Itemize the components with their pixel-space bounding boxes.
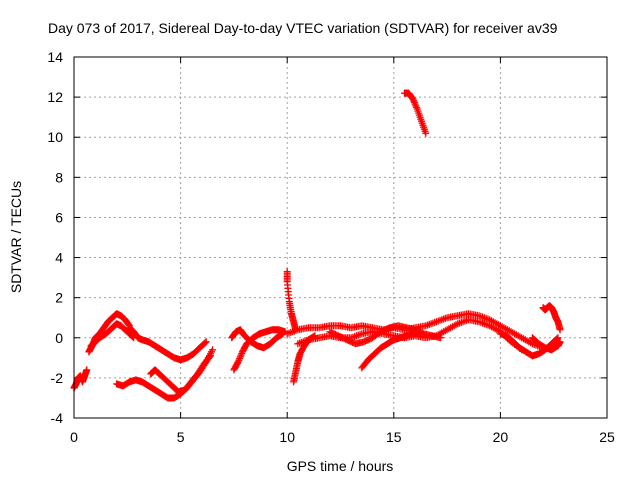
data-point: [234, 358, 242, 366]
data-point: [238, 349, 246, 357]
data-points: [70, 89, 564, 402]
data-point: [553, 335, 561, 343]
series-t14: [326, 322, 445, 348]
x-tick-label: 10: [279, 429, 295, 445]
data-point: [278, 330, 286, 338]
axis-ticks: [73, 56, 608, 419]
series-t15: [400, 89, 430, 137]
data-point: [236, 353, 244, 361]
x-tick-label: 25: [599, 429, 615, 445]
x-tick-label: 0: [70, 429, 78, 445]
y-tick-label: 14: [47, 49, 63, 65]
x-axis-label: GPS time / hours: [287, 458, 394, 474]
data-point: [206, 352, 214, 360]
data-point: [412, 102, 420, 110]
data-point: [422, 129, 430, 137]
chart-title: Day 073 of 2017, Sidereal Day-to-day VTE…: [48, 20, 558, 36]
data-point: [411, 100, 419, 108]
y-tick-label: 12: [47, 89, 63, 105]
y-tick-label: -4: [51, 410, 64, 426]
series-t10: [290, 332, 319, 386]
series-t18: [528, 334, 564, 354]
data-point: [209, 346, 217, 354]
data-point: [556, 326, 564, 334]
plot-frame: [73, 56, 608, 419]
data-point: [554, 334, 562, 342]
data-point: [205, 353, 213, 361]
data-point: [125, 321, 133, 329]
data-point: [437, 334, 445, 342]
data-point: [237, 351, 245, 359]
y-axis-label: SDTVAR / TECUs: [8, 181, 24, 293]
data-point: [201, 339, 209, 347]
y-tick-label: 10: [47, 129, 63, 145]
series-t17: [539, 302, 564, 334]
data-point: [83, 366, 91, 374]
x-tick-label: 20: [493, 429, 509, 445]
series-t8: [228, 326, 287, 352]
data-point: [235, 356, 243, 364]
series-t16: [496, 330, 562, 360]
series-t9: [283, 268, 300, 334]
tick-labels: 0 5 10 15 20 25 -4 -2 0 2 4 6 8 10 12 14: [47, 49, 615, 445]
data-point: [233, 359, 241, 367]
data-point: [410, 97, 418, 105]
data-point: [409, 95, 417, 103]
y-tick-label: -2: [51, 370, 64, 386]
series-t6: [147, 352, 214, 396]
series-t4: [125, 324, 210, 364]
y-tick-label: 2: [55, 290, 63, 306]
data-point: [202, 338, 210, 346]
y-tick-label: 4: [55, 250, 63, 266]
series-t1: [70, 366, 91, 392]
x-tick-label: 5: [177, 429, 185, 445]
data-point: [413, 103, 421, 111]
data-point: [236, 355, 244, 363]
x-tick-label: 15: [386, 429, 402, 445]
grid: [74, 57, 607, 418]
data-point: [556, 338, 564, 346]
y-tick-label: 8: [55, 169, 63, 185]
y-tick-label: 6: [55, 209, 63, 225]
data-point: [410, 98, 418, 106]
y-tick-label: 0: [55, 330, 63, 346]
